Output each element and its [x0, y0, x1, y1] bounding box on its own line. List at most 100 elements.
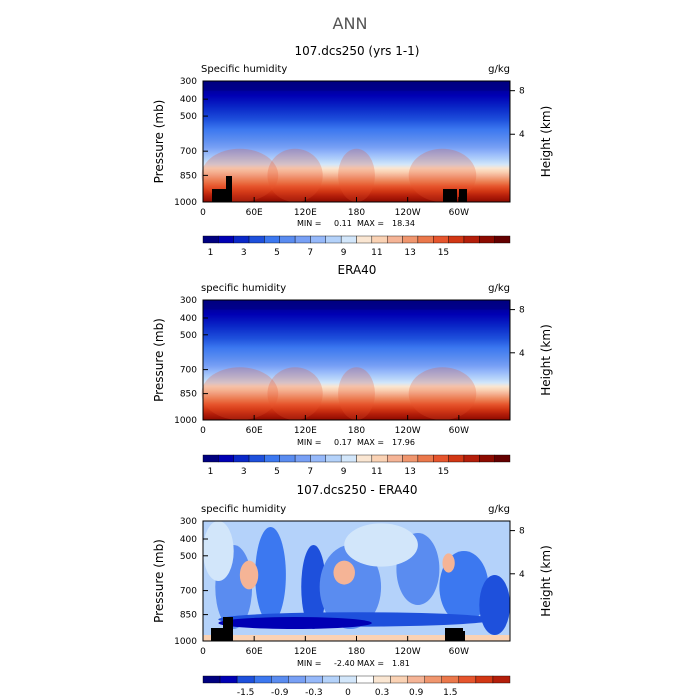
- colorbar-tick-label: 7: [307, 467, 313, 477]
- colorbar-tick-label: 9: [341, 248, 347, 258]
- panel-title: ERA40: [338, 263, 377, 277]
- colorbar-swatch: [202, 454, 219, 463]
- colorbar-tick-label: -0.9: [271, 688, 289, 698]
- colorbar-swatch: [236, 675, 255, 684]
- colorbar-swatch: [271, 675, 289, 684]
- min-value: 0.17: [334, 438, 352, 447]
- colorbar-swatch: [340, 235, 357, 244]
- colorbar-swatch: [279, 235, 296, 244]
- colorbar-tick-label: 0.9: [409, 688, 424, 698]
- colorbar-swatch: [218, 235, 234, 244]
- panel-difference: 107.dcs250 - ERA40 specific humidity g/k…: [152, 483, 553, 698]
- colorbar-swatch: [373, 675, 391, 684]
- colorbar-tick-label: 1.5: [443, 688, 457, 698]
- colorbar-tick-label: 1: [208, 467, 214, 477]
- right-axis-label: Height (km): [539, 324, 553, 395]
- colorbar-swatch: [371, 454, 388, 463]
- colorbar-tick-label: -1.5: [237, 688, 255, 698]
- positive-anomaly: [333, 560, 355, 585]
- colorbar-swatch: [233, 454, 250, 463]
- colorbar-swatch: [356, 235, 373, 244]
- colorbar-swatch: [322, 675, 340, 684]
- colorbar-tick-label: 15: [438, 248, 449, 258]
- colorbar-swatch: [494, 454, 511, 463]
- humidity-anomaly: [267, 367, 323, 420]
- panel-units-label: g/kg: [488, 504, 510, 515]
- colorbar-swatch: [233, 235, 250, 244]
- right-tick-label: 4: [519, 130, 525, 140]
- colorbar-tick-label: 11: [371, 248, 382, 258]
- humidity-field: [203, 81, 510, 202]
- panel-era40: ERA40 specific humidity g/kg 30040050070…: [152, 263, 553, 477]
- x-tick-label: 120W: [395, 208, 421, 218]
- humidity-anomaly: [408, 367, 477, 420]
- colorbar-tick-label: 11: [371, 467, 382, 477]
- positive-anomaly: [442, 553, 455, 573]
- difference-contour: [344, 523, 418, 567]
- panel-model: 107.dcs250 (yrs 1-1) Specific humidity g…: [152, 44, 553, 258]
- panel-left-label: Specific humidity: [201, 64, 287, 75]
- difference-contour: [479, 575, 510, 635]
- colorbar-tick-label: 9: [341, 467, 347, 477]
- colorbar-swatch: [294, 235, 311, 244]
- y-tick-label: 1000: [174, 637, 197, 647]
- contour-field: [201, 300, 510, 420]
- colorbar-swatch: [390, 675, 408, 684]
- y-tick-label: 1000: [174, 416, 197, 426]
- y-tick-label: 850: [180, 171, 197, 181]
- x-tick-label: 120W: [395, 647, 421, 657]
- axes: 300 400 500 700 850 1000 8 4 0 60E 120E 180 120W 60W P…: [152, 517, 553, 657]
- colorbar-swatch: [264, 454, 280, 463]
- topography-mask: [212, 189, 222, 202]
- colorbar-tick-label: 13: [404, 467, 415, 477]
- y-tick-label: 300: [180, 77, 197, 87]
- colorbar-swatch: [325, 235, 342, 244]
- dry-upper-layer: [203, 81, 510, 91]
- humidity-field: [203, 300, 510, 420]
- x-tick-label: 0: [200, 208, 206, 218]
- y-tick-label: 1000: [174, 198, 197, 208]
- colorbar-swatch: [387, 454, 403, 463]
- min-value: 0.11: [334, 219, 352, 228]
- colorbar: 1 3 5 7 9 11 13 15: [202, 454, 511, 477]
- humidity-anomaly: [338, 148, 375, 203]
- x-tick-label: 180: [348, 647, 365, 657]
- y-tick-label: 400: [180, 314, 197, 324]
- colorbar-tick-label: 5: [274, 248, 280, 258]
- colorbar-swatch: [339, 675, 357, 684]
- colorbar-swatch: [248, 454, 265, 463]
- axes: 300 400 500 700 850 1000 8 4 0 60E 120E 180 120W 60W P…: [152, 77, 553, 218]
- difference-contour: [218, 617, 372, 629]
- colorbar-swatch: [458, 675, 477, 684]
- x-tick-label: 180: [348, 208, 365, 218]
- colorbar-swatch: [475, 675, 494, 684]
- panel-title: 107.dcs250 (yrs 1-1): [295, 44, 420, 58]
- difference-contour: [255, 527, 286, 623]
- colorbar-swatch: [433, 454, 449, 463]
- colorbar-swatch: [202, 235, 219, 244]
- colorbar-swatch: [407, 675, 425, 684]
- difference-contour: [319, 545, 382, 629]
- colorbar-swatch: [356, 454, 373, 463]
- y-tick-label: 300: [180, 296, 197, 306]
- colorbar-tick-label: 3: [241, 248, 247, 258]
- colorbar-swatch: [248, 235, 265, 244]
- max-value: 17.96: [392, 438, 415, 447]
- topography-mask: [459, 189, 467, 202]
- colorbar-swatch: [424, 675, 442, 684]
- x-tick-label: 180: [348, 426, 365, 436]
- y-tick-label: 300: [180, 517, 197, 527]
- difference-contour: [301, 545, 326, 629]
- colorbar-swatch: [264, 235, 280, 244]
- colorbar-tick-label: 0: [345, 688, 351, 698]
- y-tick-label: 700: [180, 147, 197, 157]
- contour-field: [201, 81, 510, 203]
- panel-left-label: specific humidity: [201, 283, 286, 294]
- colorbar-tick-label: 3: [241, 467, 247, 477]
- humidity-anomaly: [267, 148, 323, 203]
- figure-title: ANN: [333, 14, 368, 33]
- x-tick-label: 60E: [246, 208, 263, 218]
- max-value: 18.34: [392, 219, 415, 228]
- colorbar-tick-label: 13: [404, 248, 415, 258]
- humidity-anomaly: [201, 367, 279, 420]
